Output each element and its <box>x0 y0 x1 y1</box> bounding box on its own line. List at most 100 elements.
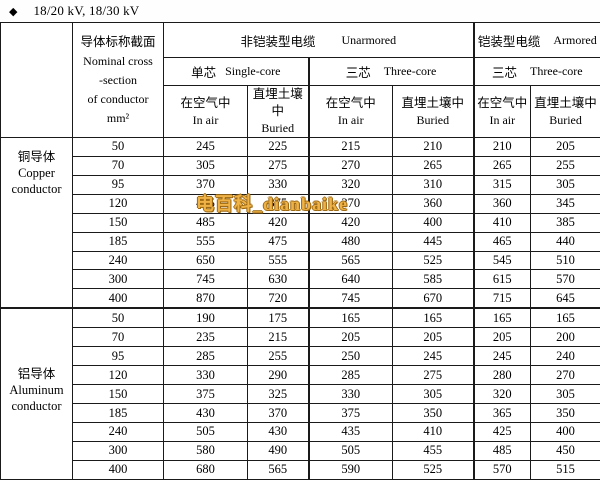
in-air-header: 在空气中 In air <box>307 85 393 138</box>
size-cell: 185 <box>72 231 164 252</box>
ampacity-cell: 680 <box>163 459 248 480</box>
unarmored-label-en: Unarmored <box>341 32 397 47</box>
ampacity-cell: 420 <box>307 212 393 233</box>
ampacity-cell: 275 <box>391 365 475 386</box>
ampacity-cell: 305 <box>391 384 475 405</box>
in-air-header: 在空气中 In air <box>163 85 248 138</box>
three-core-en: Three-core <box>529 64 583 78</box>
table-row: 400 680 565 590 525 570 515 <box>1 459 600 480</box>
size-cell: 70 <box>72 155 164 176</box>
buried-header: 直埋土壤中 Buried <box>530 85 600 138</box>
ampacity-cell: 505 <box>163 422 248 442</box>
table-row: 185 555 475 480 445 465 440 <box>1 231 600 252</box>
ampacity-cell: 365 <box>472 403 532 424</box>
ampacity-cell: 285 <box>163 346 248 367</box>
header-line: Nominal cross <box>83 53 153 68</box>
conductor-label-line: conductor <box>11 182 62 196</box>
ampacity-cell: 370 <box>163 174 248 195</box>
size-cell: 95 <box>72 174 164 195</box>
ampacity-cell: 315 <box>472 174 532 195</box>
ampacity-cell: 245 <box>163 137 248 157</box>
ampacity-cell: 215 <box>247 327 309 348</box>
ampacity-cell: 210 <box>472 137 532 157</box>
ampacity-cell: 270 <box>530 365 600 386</box>
ampacity-cell: 485 <box>472 440 532 461</box>
ampacity-cell: 255 <box>530 155 600 176</box>
ampacity-cell: 240 <box>530 346 600 367</box>
ampacity-cell: 265 <box>391 155 475 176</box>
ampacity-cell: 325 <box>247 384 309 405</box>
table-row: 240 505 430 435 410 425 400 <box>1 422 600 442</box>
ampacity-cell: 555 <box>247 250 309 271</box>
table-row: 150 485 420 420 400 410 385 <box>1 212 600 233</box>
ampacity-cell: 255 <box>247 346 309 367</box>
ampacity-cell: 205 <box>472 327 532 348</box>
ampacity-cell: 420 <box>247 212 309 233</box>
unarmored-section-header: 非铠装型电缆 Unarmored <box>162 22 475 58</box>
ampacity-cell: 345 <box>530 193 600 214</box>
buried-zh: 直埋土壤中 <box>401 95 465 110</box>
ampacity-cell: 670 <box>391 288 475 309</box>
ampacity-cell: 200 <box>530 327 600 348</box>
ampacity-cell: 370 <box>247 403 309 424</box>
ampacity-cell: 545 <box>472 250 532 271</box>
ampacity-cell: 525 <box>391 459 475 480</box>
in-air-en: In air <box>337 112 364 127</box>
ampacity-cell: 410 <box>391 422 475 442</box>
in-air-zh: 在空气中 <box>477 95 528 110</box>
ampacity-cell: 570 <box>472 459 532 480</box>
ampacity-cell: 190 <box>163 307 248 329</box>
header-line: -section <box>99 72 137 87</box>
ampacity-cell: 375 <box>163 384 248 405</box>
buried-en: Buried <box>549 112 582 127</box>
ampacity-cell: 165 <box>391 307 475 329</box>
size-cell: 240 <box>72 422 164 442</box>
size-cell: 400 <box>72 459 164 480</box>
ampacity-cell: 410 <box>472 212 532 233</box>
ampacity-cell: 425 <box>472 422 532 442</box>
table-row: 300 580 490 505 455 485 450 <box>1 440 600 461</box>
ampacity-cell: 280 <box>472 365 532 386</box>
table-row: 95 285 255 250 245 245 240 <box>1 346 600 367</box>
ampacity-cell: 720 <box>247 288 309 309</box>
ampacity-cell: 465 <box>472 231 532 252</box>
ampacity-cell: 555 <box>163 231 248 252</box>
diamond-bullet-icon: ◆ <box>9 5 18 18</box>
ampacity-cell: 745 <box>163 269 248 290</box>
header-line-units: mm² <box>106 110 130 125</box>
ampacity-cell: 285 <box>307 365 393 386</box>
buried-en: Buried <box>416 112 450 127</box>
conductor-label-line: conductor <box>11 399 62 414</box>
ampacity-cell: 275 <box>247 155 309 176</box>
ampacity-cell: 475 <box>247 231 309 252</box>
three-core-zh: 三芯 <box>491 66 517 80</box>
table-row: 70 235 215 205 205 205 200 <box>1 327 600 348</box>
ampacity-cell: 440 <box>530 231 600 252</box>
single-core-zh: 单芯 <box>191 66 217 80</box>
ampacity-cell: 350 <box>530 403 600 424</box>
ampacity-cell: 570 <box>530 269 600 290</box>
size-cell: 400 <box>72 288 164 309</box>
table-title: ◆ 18/20 kV, 18/30 kV <box>0 0 600 22</box>
ampacity-cell: 645 <box>530 288 600 309</box>
size-cell: 240 <box>72 250 164 271</box>
conductor-label-line: Copper <box>18 166 55 180</box>
ampacity-cell: 330 <box>247 174 309 195</box>
buried-header: 直埋土壤中 Buried <box>391 85 475 138</box>
buried-en: Buried <box>261 121 295 135</box>
ampacity-cell: 630 <box>247 269 309 290</box>
conductor-label-line: Aluminum <box>9 383 64 398</box>
ampacity-cell: 330 <box>163 365 248 386</box>
in-air-zh: 在空气中 <box>180 95 231 110</box>
ampacity-cell: 360 <box>391 193 475 214</box>
size-cell: 50 <box>72 137 164 157</box>
size-cell: 120 <box>72 193 164 214</box>
ampacity-cell: 565 <box>247 459 309 480</box>
table-row: 95 370 330 320 310 315 305 <box>1 174 600 195</box>
ampacity-cell: 515 <box>530 459 600 480</box>
armored-section-header: 铠装型电缆 Armored <box>472 22 600 58</box>
armored-label-zh: 铠装型电缆 <box>477 34 541 49</box>
table-row: 150 375 325 330 305 320 305 <box>1 384 600 405</box>
ampacity-cell: 305 <box>530 174 600 195</box>
header-row-installation: 在空气中 In air 直埋土壤中 Buried 在空气中 In air 直埋土… <box>1 85 600 138</box>
